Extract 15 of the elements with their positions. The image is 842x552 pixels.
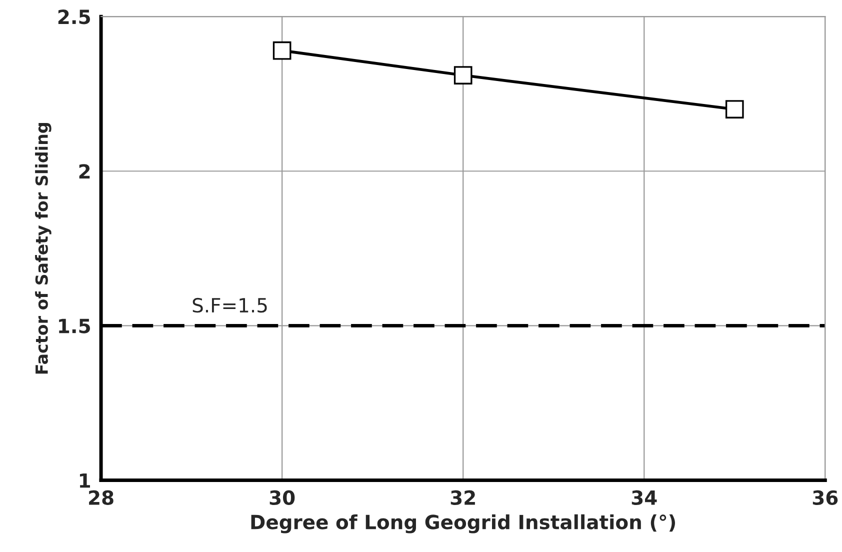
x-tick-label: 34 [632, 490, 657, 506]
y-tick-label: 1.5 [59, 318, 90, 334]
x-tick-label: 36 [812, 490, 838, 506]
y-tick-label: 2.5 [58, 10, 90, 24]
point [725, 100, 744, 118]
x-axis-title: Degree of Long Geogrid Installation (°) [251, 514, 676, 534]
point [272, 41, 292, 60]
ref-line-label: S.F=1.5 [192, 298, 267, 313]
y-axis-title: Factor of Safety for Sliding [35, 123, 52, 374]
y-tick-label: 2 [79, 164, 90, 179]
x-tick-label: 30 [270, 490, 295, 506]
x-tick-label: 28 [89, 490, 114, 506]
point [454, 66, 472, 84]
x-tick-label: 32 [450, 490, 475, 506]
y-tick-label: 1 [80, 473, 90, 488]
